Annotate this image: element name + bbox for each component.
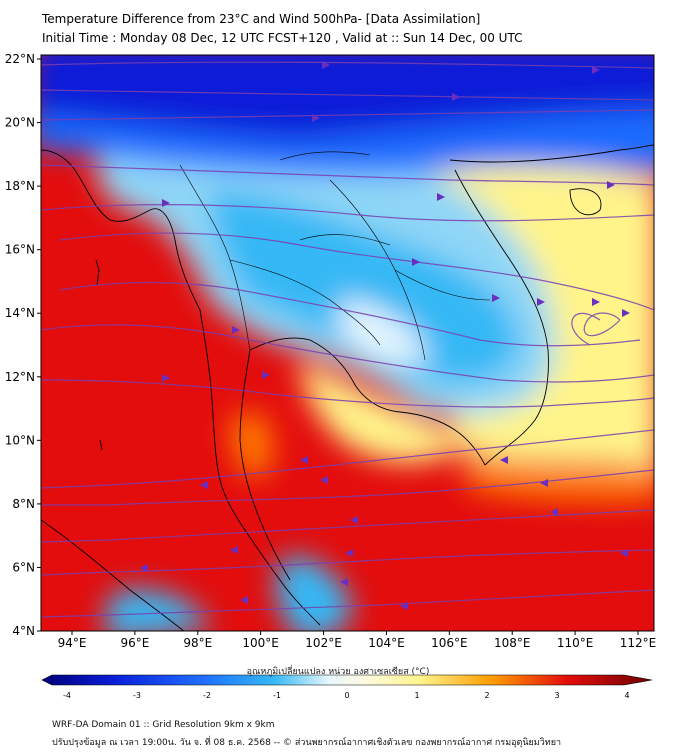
colorbar-tick-label: 0 xyxy=(344,691,349,700)
footer-model-info: WRF-DA Domain 01 :: Grid Resolution 9km … xyxy=(52,720,275,730)
colorbar-label: อุณหภูมิเปลี่ยนแปลง หน่วย องศาเซลเซียส (… xyxy=(246,667,430,677)
lon-label: 102°E xyxy=(305,636,342,650)
lat-label: 10°N xyxy=(5,433,35,447)
lat-label: 20°N xyxy=(5,116,35,130)
lon-label: 96°E xyxy=(120,636,149,650)
lon-label: 106°E xyxy=(431,636,468,650)
lat-label: 4°N xyxy=(12,624,35,638)
lon-label: 108°E xyxy=(494,636,531,650)
colorbar: -4 -3 -2 -1 0 1 2 3 4 xyxy=(41,674,653,700)
colorbar-tick-label: -4 xyxy=(63,691,71,700)
lat-label: 14°N xyxy=(5,306,35,320)
latitude-axis: 22°N 20°N 18°N 16°N 14°N 12°N 10°N 8°N 6°N 4°N xyxy=(5,52,41,638)
colorbar-tick-label: -2 xyxy=(203,691,211,700)
lat-label: 18°N xyxy=(5,179,35,193)
lon-label: 112°E xyxy=(620,636,657,650)
map-frame xyxy=(40,54,655,632)
colorbar-tick-label: 4 xyxy=(624,691,629,700)
colorbar-tick-label: -3 xyxy=(133,691,141,700)
lon-label: 104°E xyxy=(368,636,405,650)
lon-label: 110°E xyxy=(557,636,594,650)
lat-label: 22°N xyxy=(5,52,35,66)
map-subtitle: Initial Time : Monday 08 Dec, 12 UTC FCS… xyxy=(42,31,523,45)
coastlines xyxy=(41,144,654,631)
map-title: Temperature Difference from 23°C and Win… xyxy=(42,12,481,26)
lon-label: 98°E xyxy=(183,636,212,650)
wind-arrows xyxy=(140,61,630,610)
colorbar-tick-label: -1 xyxy=(273,691,281,700)
lat-label: 8°N xyxy=(12,497,35,511)
lat-label: 6°N xyxy=(12,560,35,574)
lat-label: 12°N xyxy=(5,370,35,384)
colorbar-tick-label: 3 xyxy=(554,691,559,700)
lat-label: 16°N xyxy=(5,243,35,257)
colorbar-tick-label: 1 xyxy=(414,691,419,700)
colorbar-tick-label: 2 xyxy=(484,691,489,700)
longitude-axis: 94°E 96°E 98°E 100°E 102°E 104°E 106°E 108°E 110… xyxy=(58,631,657,650)
lon-label: 94°E xyxy=(58,636,87,650)
footer-credits: ปรับปรุงข้อมูล ณ เวลา 19:00น. วัน จ. ที่… xyxy=(52,738,562,748)
lon-label: 100°E xyxy=(242,636,279,650)
